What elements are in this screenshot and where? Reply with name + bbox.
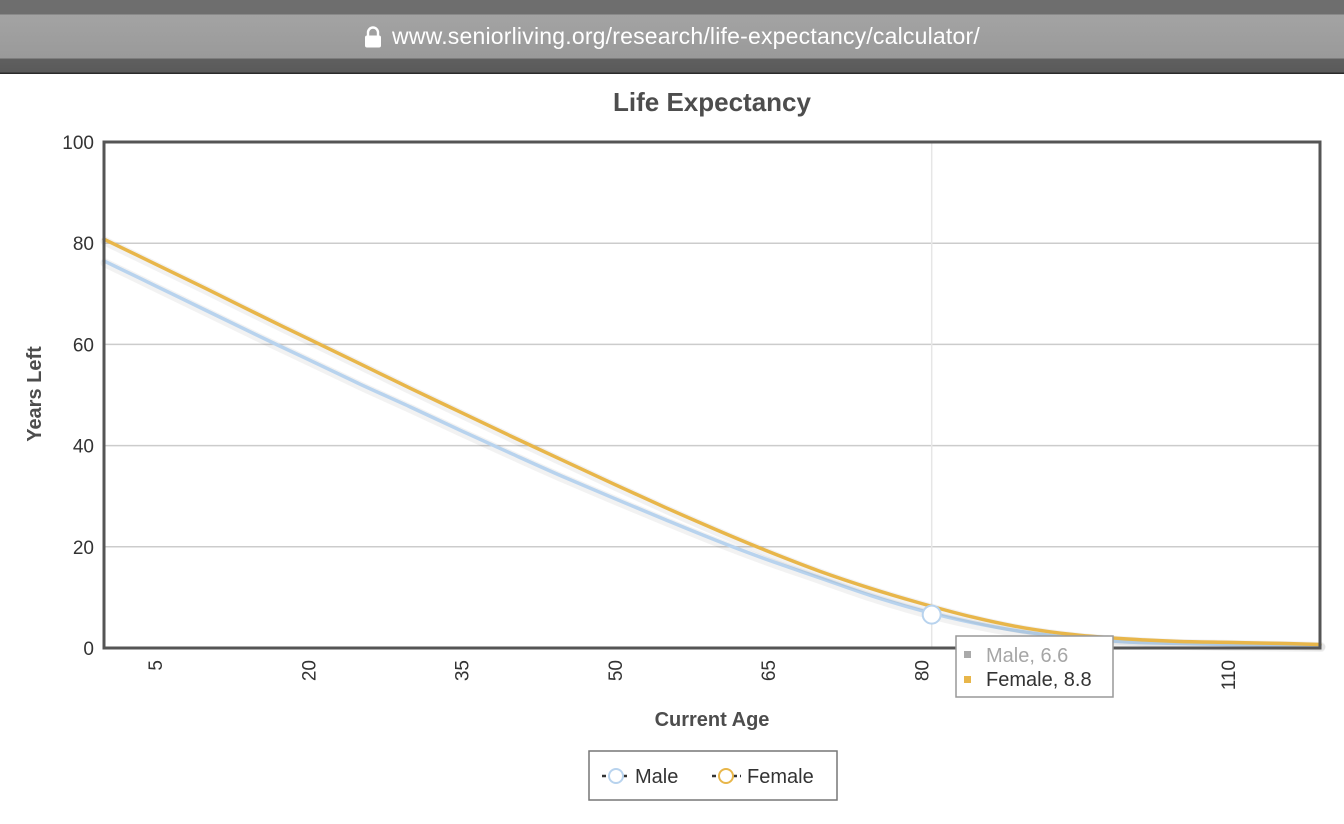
series-shadow-female — [100, 236, 1326, 651]
series-shadow-male — [100, 258, 1326, 652]
legend-item-male[interactable]: Male — [602, 766, 678, 788]
tooltip-female-swatch — [964, 676, 971, 683]
x-tick-label-35: 35 — [453, 660, 474, 681]
tooltip: Male, 6.6 Female, 8.8 — [955, 635, 1114, 698]
y-tick-label-60: 60 — [73, 335, 94, 356]
x-tick-label-80: 80 — [912, 660, 933, 681]
legend-item-female[interactable]: Female — [712, 766, 814, 788]
tooltip-female-text: Female, 8.8 — [986, 669, 1092, 691]
x-tick-label-5: 5 — [146, 660, 167, 671]
legend-male-label: Male — [635, 766, 678, 788]
lock-icon — [365, 25, 382, 47]
x-tick-label-110: 110 — [1219, 660, 1240, 690]
grid-lines — [104, 242, 1320, 548]
legend: Male Female — [588, 750, 838, 801]
y-tick-label-80: 80 — [73, 234, 94, 255]
legend-female-marker — [718, 768, 734, 784]
plot-frame — [102, 140, 1322, 650]
series-line-male[interactable] — [102, 259, 1322, 648]
url-text: www.seniorliving.org/research/life-expec… — [392, 23, 980, 49]
chart-title: Life Expectancy — [613, 87, 812, 117]
address-bar[interactable]: www.seniorliving.org/research/life-expec… — [0, 14, 1344, 59]
series-lines — [100, 236, 1326, 652]
x-tick-label-50: 50 — [606, 660, 627, 681]
life-expectancy-chart: Life Expectancy 0 20 40 60 80 100 5 20 35 50 65 80… — [24, 87, 1326, 801]
legend-female-label: Female — [747, 766, 814, 788]
x-tick-label-65: 65 — [759, 660, 780, 681]
tooltip-box — [955, 635, 1114, 698]
hover-marker[interactable] — [921, 604, 942, 625]
tooltip-male-swatch — [964, 651, 971, 658]
y-tick-label-0: 0 — [83, 639, 94, 660]
y-axis-title: Years Left — [24, 346, 46, 442]
browser-toolbar: www.seniorliving.org/research/life-expec… — [0, 0, 1344, 74]
y-tick-label-100: 100 — [62, 133, 94, 154]
x-axis-ticks: 5 20 35 50 65 80 110 — [146, 660, 1240, 690]
y-axis-ticks: 0 20 40 60 80 100 — [62, 133, 94, 660]
series-line-female[interactable] — [102, 237, 1322, 647]
x-tick-label-20: 20 — [299, 660, 320, 681]
x-axis-title: Current Age — [655, 709, 770, 731]
y-tick-label-20: 20 — [73, 538, 94, 559]
y-tick-label-40: 40 — [73, 437, 94, 458]
tooltip-male-text: Male, 6.6 — [986, 645, 1068, 667]
legend-male-marker — [608, 768, 624, 784]
